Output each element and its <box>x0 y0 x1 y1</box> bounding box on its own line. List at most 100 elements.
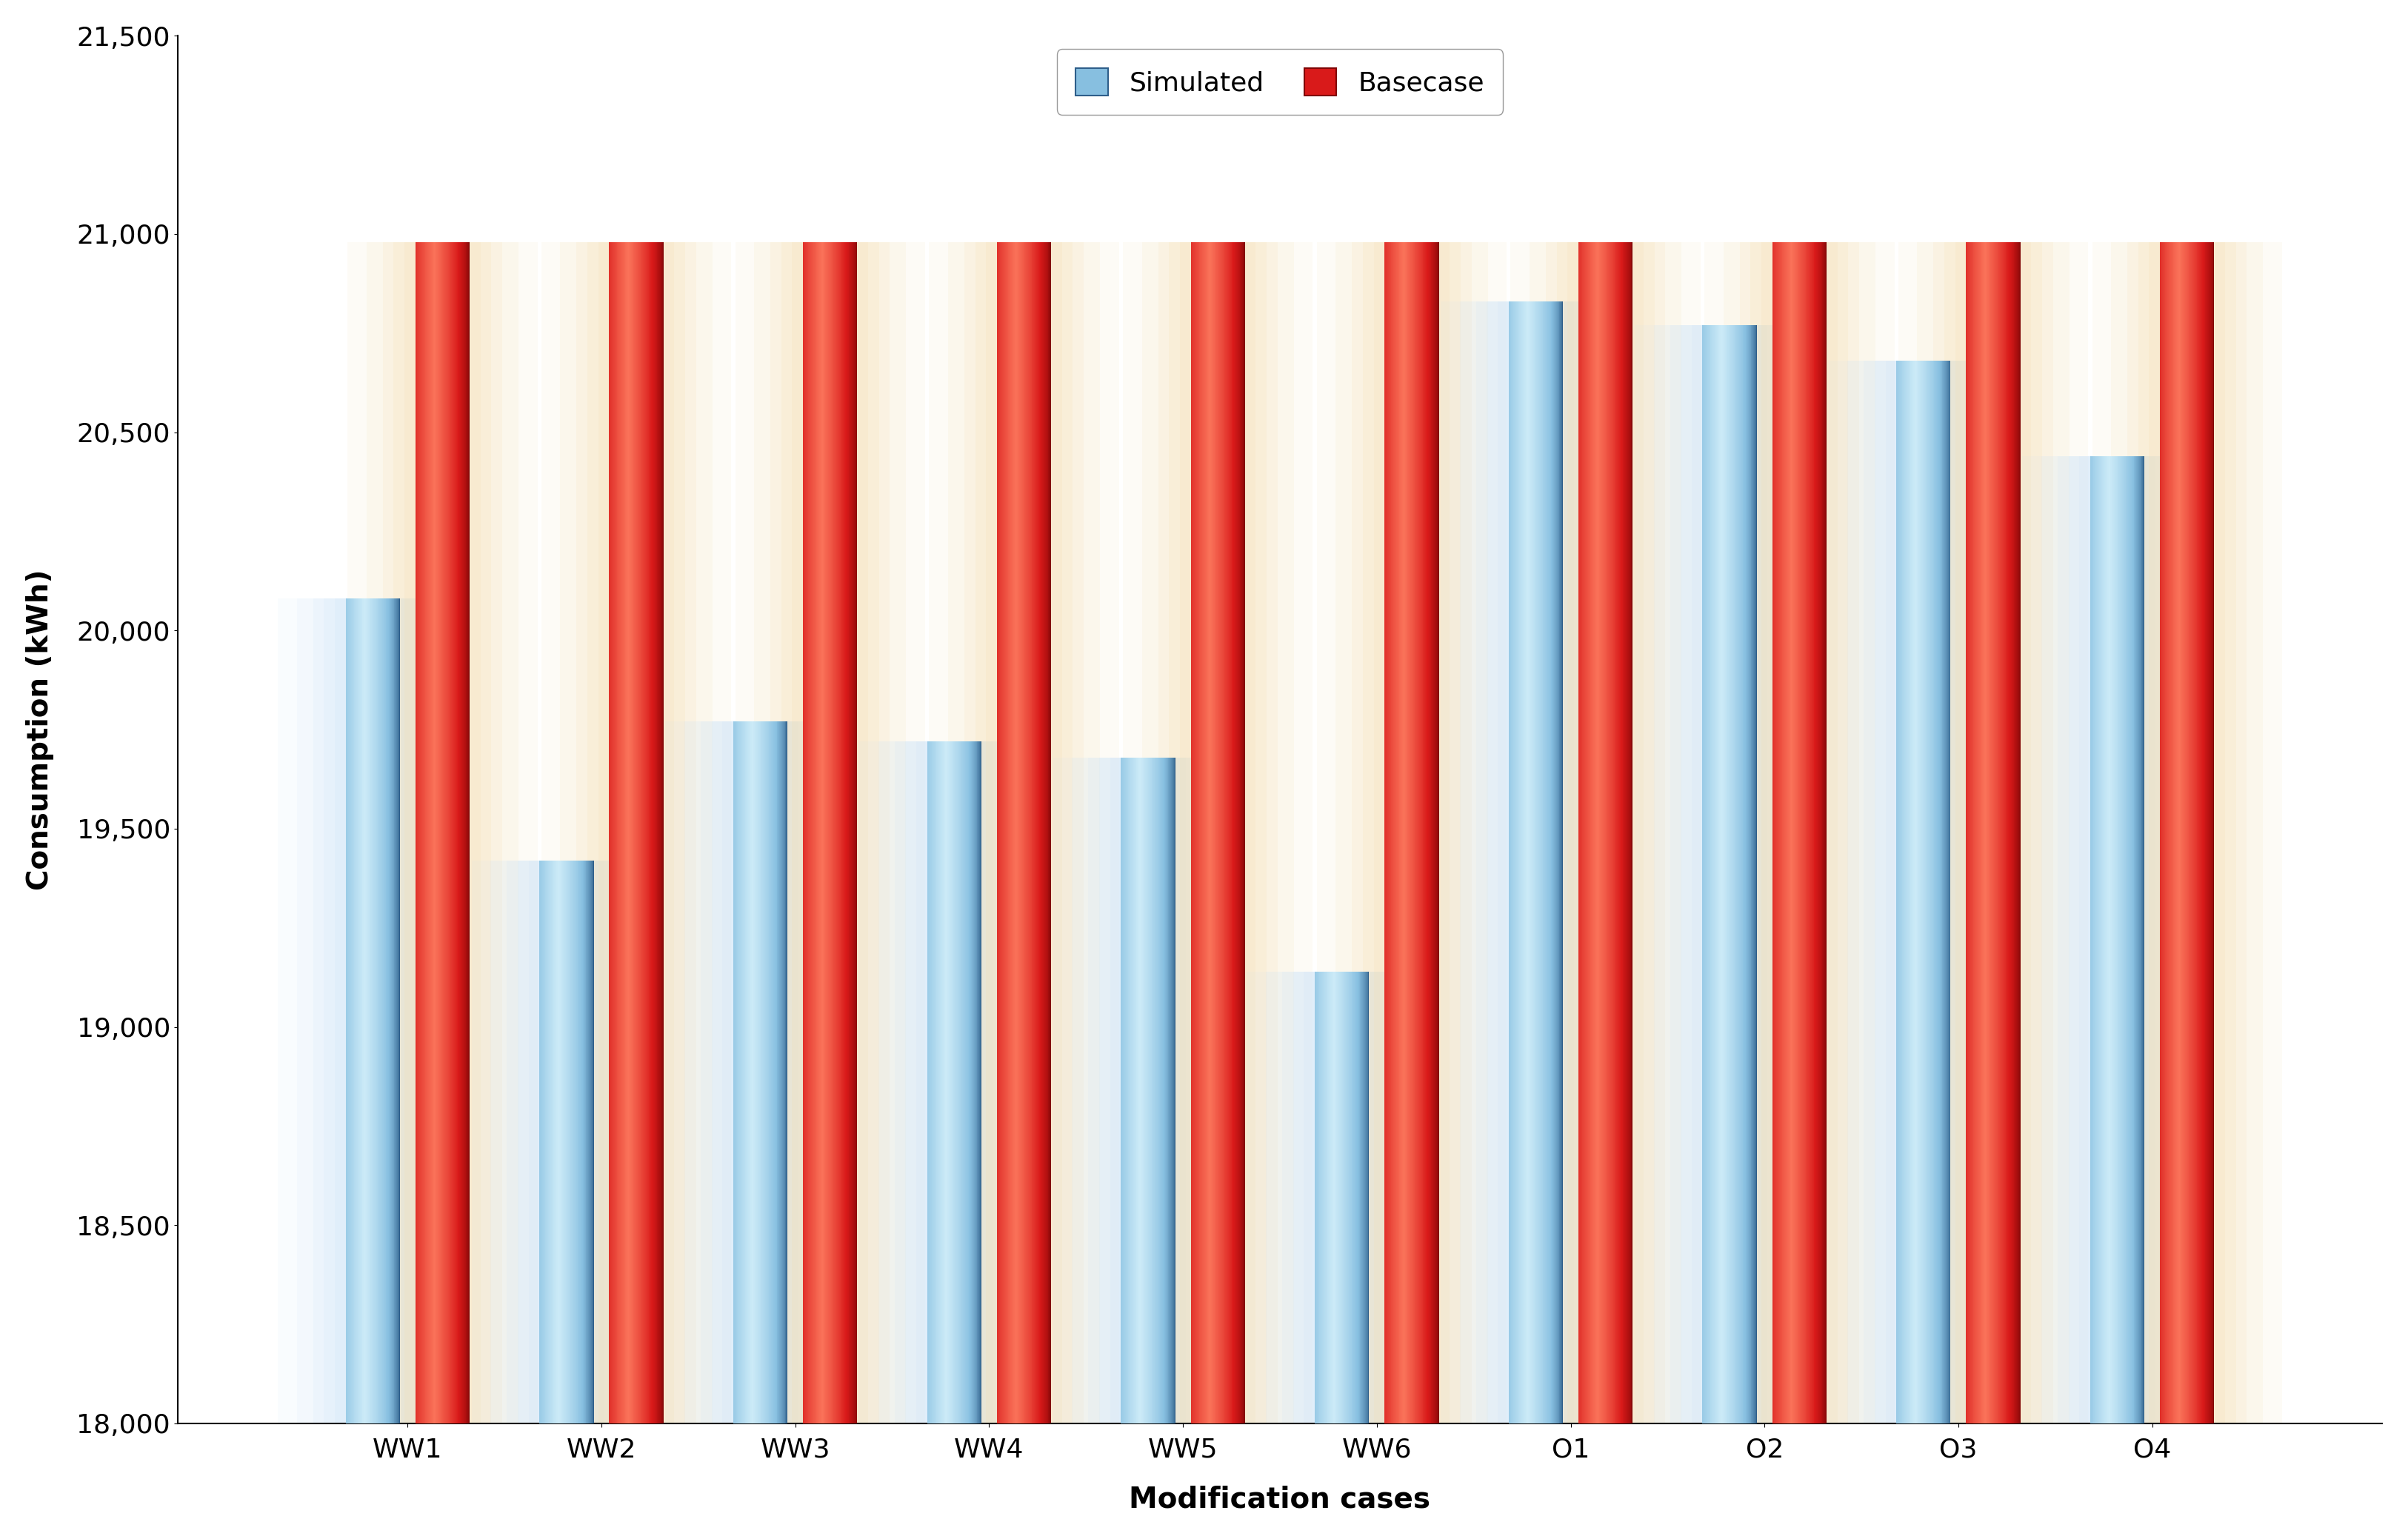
Bar <box>313 599 433 1424</box>
Bar <box>1373 242 1450 1424</box>
Bar <box>597 242 674 1424</box>
Bar <box>879 742 1031 1424</box>
Bar <box>1168 242 1267 1424</box>
Bar <box>1529 242 1681 1424</box>
Bar <box>1110 757 1187 1424</box>
Bar <box>393 242 491 1424</box>
Bar <box>1751 242 1849 1424</box>
Bar <box>1739 242 1859 1424</box>
Bar <box>527 860 604 1424</box>
Bar <box>1690 325 1767 1424</box>
Bar <box>277 599 467 1424</box>
Bar <box>506 860 626 1424</box>
Bar <box>949 242 1100 1424</box>
Bar <box>1654 325 1806 1424</box>
Bar <box>1303 971 1380 1424</box>
Bar <box>542 242 732 1424</box>
Bar <box>335 599 412 1424</box>
Bar <box>1336 242 1488 1424</box>
Bar <box>1917 242 2068 1424</box>
Bar <box>1669 325 1789 1424</box>
Bar <box>561 242 713 1424</box>
Bar <box>2078 456 2155 1424</box>
Bar <box>405 242 482 1424</box>
Bar <box>754 242 905 1424</box>
Bar <box>2138 242 2237 1424</box>
Bar <box>929 242 1120 1424</box>
Bar <box>1885 360 1963 1424</box>
Bar <box>2126 242 2247 1424</box>
Bar <box>1363 242 1462 1424</box>
Bar <box>1122 242 1312 1424</box>
Bar <box>1098 757 1197 1424</box>
Bar <box>722 722 799 1424</box>
Bar <box>1546 242 1666 1424</box>
Bar <box>1281 971 1401 1424</box>
Bar <box>985 242 1062 1424</box>
Bar <box>1180 242 1257 1424</box>
Bar <box>975 242 1074 1424</box>
Bar <box>1052 757 1243 1424</box>
Bar <box>1088 757 1209 1424</box>
Bar <box>296 599 448 1424</box>
Bar <box>323 599 421 1424</box>
Bar <box>1955 242 2032 1424</box>
Bar <box>1440 302 1630 1424</box>
Bar <box>1247 971 1438 1424</box>
Bar <box>588 242 686 1424</box>
Bar <box>2112 242 2264 1424</box>
Bar <box>1681 325 1780 1424</box>
Bar <box>1141 242 1293 1424</box>
Bar <box>1635 325 1825 1424</box>
Bar <box>860 742 1050 1424</box>
Bar <box>915 742 992 1424</box>
Bar <box>1568 242 1645 1424</box>
Bar <box>1847 360 1999 1424</box>
Bar <box>2042 456 2194 1424</box>
Bar <box>734 242 925 1424</box>
Bar <box>1873 360 1972 1424</box>
Bar <box>905 742 1004 1424</box>
Bar <box>1267 971 1418 1424</box>
Bar <box>2148 242 2225 1424</box>
Bar <box>366 242 518 1424</box>
Bar <box>893 742 1014 1424</box>
X-axis label: Modification cases: Modification cases <box>1129 1485 1430 1513</box>
Bar <box>1898 242 2088 1424</box>
Bar <box>472 860 662 1424</box>
Bar <box>2093 242 2283 1424</box>
Bar <box>771 242 891 1424</box>
Bar <box>1158 242 1279 1424</box>
Legend: Simulated, Basecase: Simulated, Basecase <box>1057 49 1503 114</box>
Bar <box>1498 302 1575 1424</box>
Bar <box>1476 302 1597 1424</box>
Bar <box>665 722 855 1424</box>
Bar <box>383 242 503 1424</box>
Bar <box>1934 242 2054 1424</box>
Bar <box>2068 456 2167 1424</box>
Bar <box>1760 242 1837 1424</box>
Bar <box>1072 757 1223 1424</box>
Y-axis label: Consumption (kWh): Consumption (kWh) <box>26 569 53 890</box>
Bar <box>1705 242 1895 1424</box>
Bar <box>1486 302 1584 1424</box>
Bar <box>1864 360 1984 1424</box>
Bar <box>1317 242 1507 1424</box>
Bar <box>1510 242 1700 1424</box>
Bar <box>1351 242 1471 1424</box>
Bar <box>1828 360 2018 1424</box>
Bar <box>684 722 836 1424</box>
Bar <box>347 242 537 1424</box>
Bar <box>1293 971 1392 1424</box>
Bar <box>1556 242 1654 1424</box>
Bar <box>780 242 879 1424</box>
Bar <box>1459 302 1611 1424</box>
Bar <box>963 242 1084 1424</box>
Bar <box>792 242 869 1424</box>
Bar <box>1943 242 2042 1424</box>
Bar <box>491 860 643 1424</box>
Bar <box>576 242 696 1424</box>
Bar <box>2023 456 2213 1424</box>
Bar <box>1724 242 1876 1424</box>
Bar <box>2056 456 2177 1424</box>
